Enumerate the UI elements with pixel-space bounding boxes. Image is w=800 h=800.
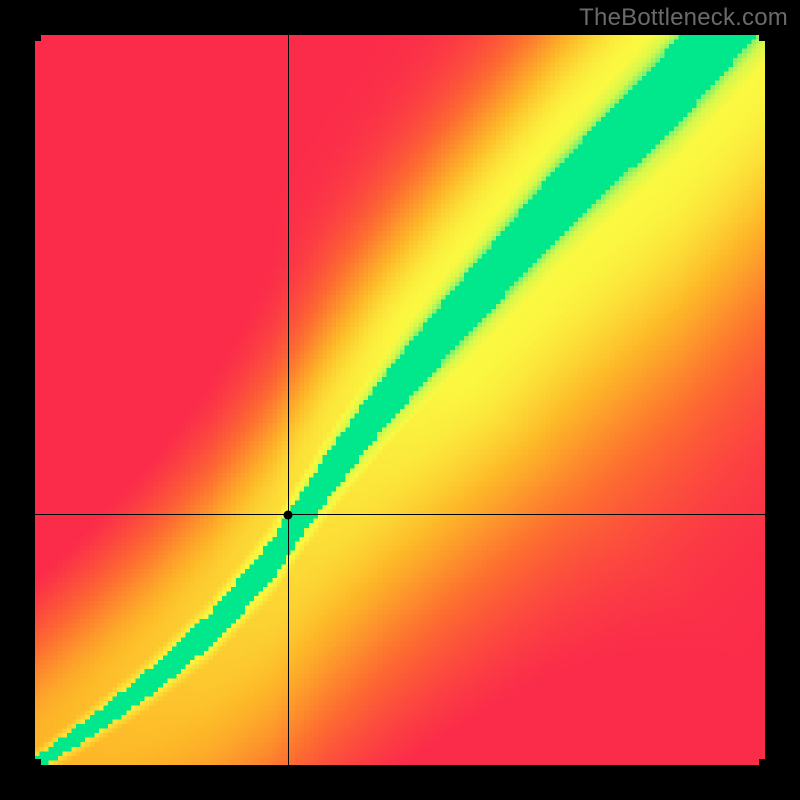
- crosshair-vertical: [288, 35, 289, 765]
- crosshair-horizontal: [35, 514, 765, 515]
- chart-frame: TheBottleneck.com: [0, 0, 800, 800]
- plot-area: [35, 35, 765, 765]
- attribution-text: TheBottleneck.com: [579, 4, 788, 32]
- crosshair-point: [284, 510, 293, 519]
- bottleneck-heatmap: [35, 35, 765, 765]
